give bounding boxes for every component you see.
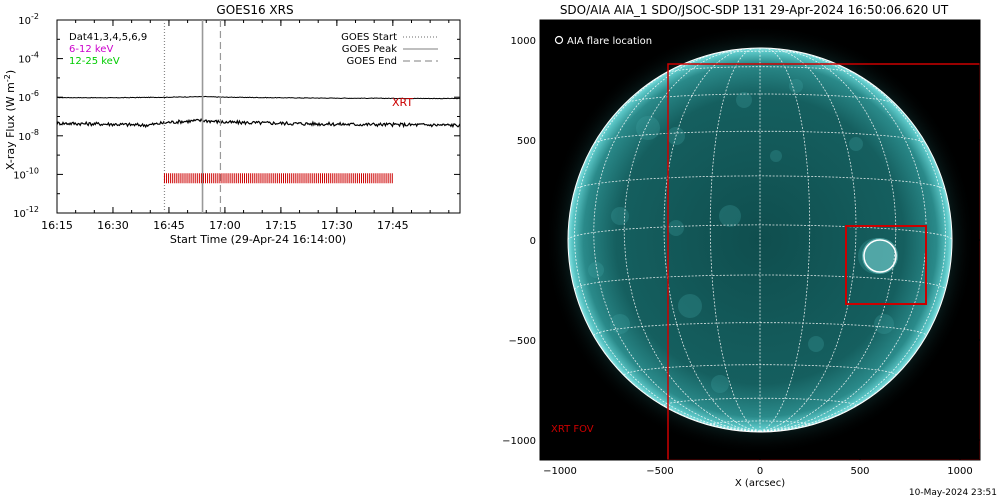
goes-info-line: 12-25 keV (69, 56, 120, 67)
flare-legend-icon (554, 35, 564, 45)
y-tick-label: 10-10 (13, 166, 39, 181)
aia-image-title: SDO/AIA AIA_1 SDO/JSOC-SDP 131 29-Apr-20… (560, 3, 949, 17)
x-tick-label: 17:00 (209, 219, 241, 232)
longitude-line (759, 48, 857, 432)
active-region-glow (611, 207, 629, 225)
flux-series-0 (56, 95, 461, 100)
goes-y-axis-label-sup: -2 (3, 74, 12, 82)
xrt-fov-label: XRT FOV (551, 424, 594, 435)
active-region-glow (849, 137, 863, 151)
active-region-glow (736, 92, 752, 108)
goes-xrt-label: XRT (392, 96, 413, 109)
footer-date: 10-May-2024 23:51 (909, 488, 997, 498)
solar-disk (568, 48, 952, 432)
y-tick-label: 10-8 (18, 128, 39, 143)
aia-x-tick-label: 0 (757, 466, 763, 477)
active-region-glow (588, 262, 604, 278)
y-tick-label: 10-2 (18, 12, 39, 27)
goes-event-markers (163, 20, 222, 213)
goes-x-axis-label: Start Time (29-Apr-24 16:14:00) (170, 233, 346, 246)
x-tick-label: 16:45 (153, 219, 185, 232)
goes-chart-title: GOES16 XRS (216, 3, 293, 17)
longitude-line (593, 49, 761, 432)
xrt-fov-rectangle (667, 63, 980, 460)
y-tick-base: 10 (13, 170, 26, 181)
x-tick-label: 16:30 (97, 219, 129, 232)
latitude-line (709, 420, 811, 426)
goes-plot-frame (56, 19, 461, 214)
legend-label: GOES End (347, 56, 397, 67)
solar-limb (567, 47, 953, 433)
active-region-glow (636, 116, 660, 140)
xrt-observation-band (163, 173, 393, 184)
x-tick-label: 17:45 (377, 219, 409, 232)
y-tick-exponent: -10 (26, 166, 39, 175)
longitude-line (574, 56, 761, 432)
longitude-line (709, 48, 761, 432)
y-tick-exponent: -8 (31, 128, 39, 137)
goes-axis-ticks: 16:15 16:30 16:45 17:00 17:15 17:30 17:4510-12… (13, 12, 460, 232)
y-tick-base: 10 (18, 93, 31, 104)
aia-y-tick-label: −1000 (502, 436, 536, 447)
goes-series-group (56, 95, 461, 129)
x-tick-label: 17:30 (321, 219, 353, 232)
aia-y-tick-label: 0 (530, 236, 536, 247)
active-region-glow (610, 314, 630, 334)
active-region-glow (719, 205, 741, 227)
active-region-glow (711, 375, 729, 393)
active-region-glow (874, 314, 894, 334)
aia-y-tick-label: 500 (517, 136, 536, 147)
legend-label: GOES Start (341, 32, 397, 43)
active-region-glow (678, 294, 702, 318)
aia-x-tick-label: −500 (646, 466, 673, 477)
y-tick-exponent: -6 (31, 89, 39, 98)
active-region-glow (668, 220, 684, 236)
y-tick-exponent: -12 (26, 205, 39, 214)
active-region-glow (770, 150, 782, 162)
goes-info-line: Dat41,3,4,5,6,9 (69, 32, 147, 43)
flare-legend-label: AIA flare location (567, 36, 652, 47)
goes-y-axis-label-main: X-ray Flux (W m (4, 82, 17, 170)
goes-y-axis-label-close: ) (4, 70, 17, 74)
active-region-glow (789, 79, 803, 93)
legend-label: GOES Peak (342, 44, 397, 55)
flux-series-1 (56, 117, 461, 129)
aia-x-axis-label: X (arcsec) (735, 478, 785, 489)
aia-y-tick-label: 1000 (511, 36, 536, 47)
active-region-glow (808, 336, 824, 352)
y-tick-exponent: -4 (31, 51, 39, 60)
y-tick-base: 10 (13, 209, 26, 220)
longitude-line (759, 48, 897, 432)
goes-xrs-panel: GOES16 XRS 16:15 16:30 16:45 17:00 17:15 17:3… (3, 3, 461, 246)
longitude-line (623, 48, 761, 432)
y-tick-label: 10-12 (13, 205, 39, 220)
y-tick-base: 10 (18, 132, 31, 143)
aia-x-tick-label: −1000 (543, 466, 577, 477)
aia-x-tick-label: 500 (850, 466, 869, 477)
flare-location-circle (863, 239, 897, 273)
aia-axis-ticks: −1000 −500 0 500 1000 1000 500 0 −500 −1000 (502, 20, 980, 477)
y-tick-base: 10 (18, 55, 31, 66)
x-tick-label: 17:15 (265, 219, 297, 232)
y-tick-exponent: -2 (31, 12, 39, 21)
longitude-line (663, 48, 761, 432)
aia-image-panel: SDO/AIA AIA_1 SDO/JSOC-SDP 131 29-Apr-20… (502, 3, 981, 489)
y-tick-base: 10 (18, 16, 31, 27)
goes-y-axis-label: X-ray Flux (W m-2) (3, 70, 17, 170)
aia-x-tick-label: 1000 (947, 466, 972, 477)
flare-brightening (862, 238, 898, 274)
aia-y-tick-label: −500 (509, 336, 536, 347)
longitude-line (759, 48, 811, 432)
y-tick-label: 10-4 (18, 51, 39, 66)
xrt-target-box (845, 225, 927, 305)
x-tick-label: 16:15 (41, 219, 73, 232)
longitude-line (759, 56, 946, 432)
goes-info-line: 6-12 keV (69, 44, 113, 55)
y-tick-label: 10-6 (18, 89, 39, 104)
